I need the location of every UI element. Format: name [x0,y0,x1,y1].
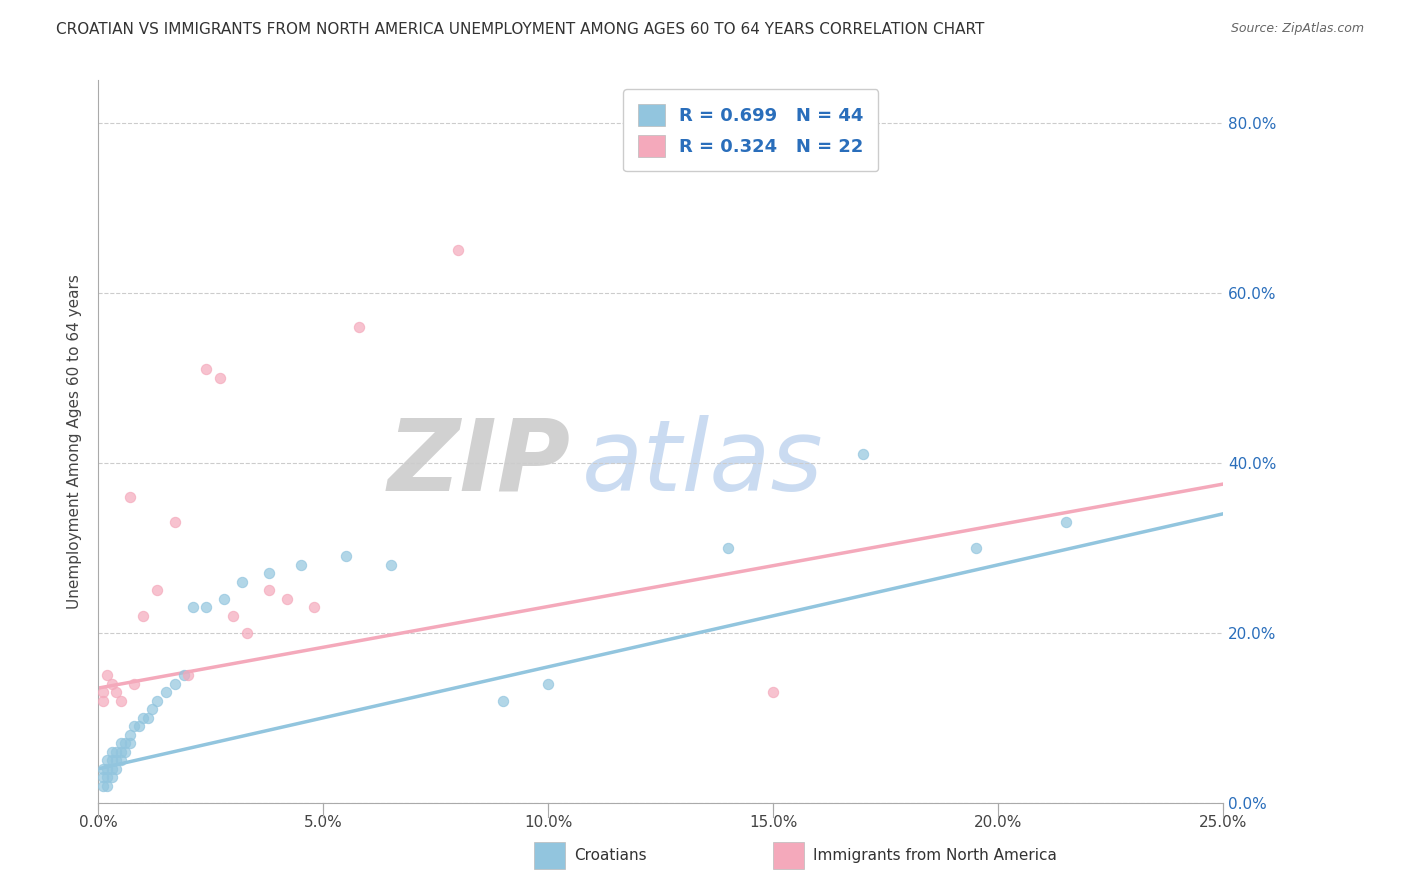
Point [132,711,155,725]
Point [110,736,132,750]
Point [163,516,186,530]
Point [259,566,281,581]
Point [101,745,124,759]
Point [335,549,357,564]
Text: Croatians: Croatians [574,848,647,863]
Point [101,762,124,776]
Point [141,702,163,716]
Point [717,541,740,555]
Point [304,600,326,615]
Point [349,319,371,334]
Point [118,490,141,504]
Point [173,668,195,682]
Legend: R = 0.699   N = 44, R = 0.324   N = 22: R = 0.699 N = 44, R = 0.324 N = 22 [623,89,879,171]
Point [276,591,298,606]
Point [96,668,118,682]
Point [110,753,132,767]
Point [91,779,114,793]
Y-axis label: Unemployment Among Ages 60 to 64 years: Unemployment Among Ages 60 to 64 years [67,274,83,609]
Point [128,719,150,733]
Point [110,694,132,708]
Point [214,591,236,606]
Point [181,600,204,615]
Point [208,371,231,385]
Point [222,608,245,623]
Point [96,753,118,767]
Point [96,779,118,793]
Point [124,677,146,691]
Point [177,668,200,682]
Point [852,447,875,461]
Text: CROATIAN VS IMMIGRANTS FROM NORTH AMERICA UNEMPLOYMENT AMONG AGES 60 TO 64 YEARS: CROATIAN VS IMMIGRANTS FROM NORTH AMERIC… [56,22,984,37]
Point [96,762,118,776]
Point [195,600,218,615]
Point [231,574,253,589]
Point [146,583,169,598]
Point [101,677,124,691]
Text: ZIP: ZIP [388,415,571,512]
Point [118,728,141,742]
Point [380,558,402,572]
Point [110,745,132,759]
Point [105,762,128,776]
Text: Immigrants from North America: Immigrants from North America [813,848,1056,863]
Point [965,541,987,555]
Point [124,719,146,733]
Text: atlas: atlas [582,415,824,512]
Point [259,583,281,598]
Point [447,244,470,258]
Point [91,685,114,699]
Point [146,694,169,708]
Point [91,762,114,776]
Point [91,694,114,708]
Point [132,608,155,623]
Point [105,745,128,759]
Point [290,558,312,572]
Point [537,677,560,691]
Point [101,753,124,767]
Point [1054,516,1077,530]
Point [492,694,515,708]
Point [101,770,124,784]
Point [236,625,259,640]
Point [118,736,141,750]
Point [195,362,218,376]
Point [155,685,177,699]
Point [105,685,128,699]
Text: Source: ZipAtlas.com: Source: ZipAtlas.com [1230,22,1364,36]
Point [114,736,136,750]
Point [105,753,128,767]
Point [163,677,186,691]
Point [136,711,159,725]
Point [96,770,118,784]
Point [91,770,114,784]
Point [762,685,785,699]
Point [114,745,136,759]
